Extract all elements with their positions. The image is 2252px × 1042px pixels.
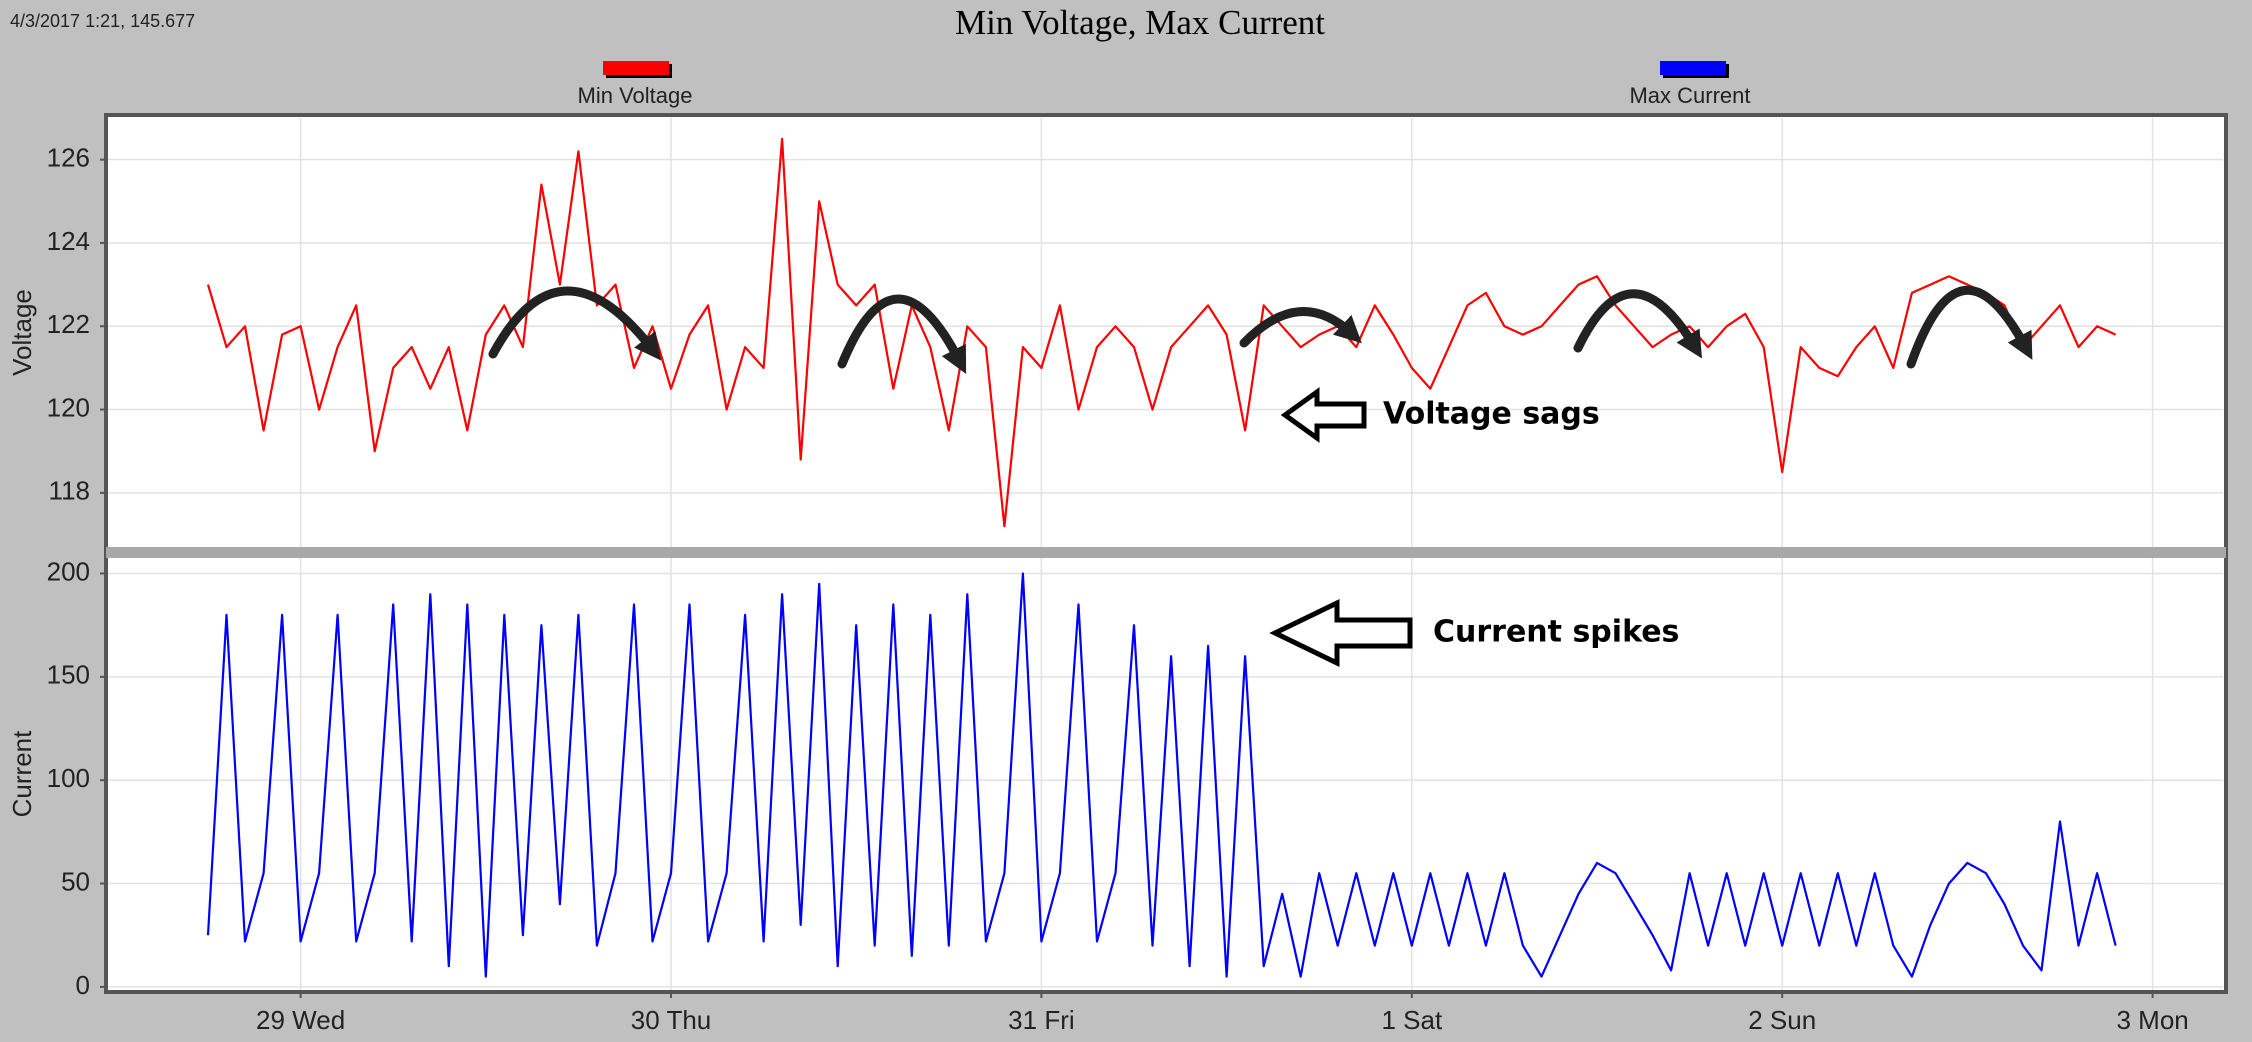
- legend-swatch: [1660, 61, 1726, 75]
- y-tick-label: 100: [47, 763, 90, 793]
- annotation: Current spikes: [1433, 615, 1679, 650]
- annotation: Voltage sags: [1383, 397, 1600, 432]
- y-tick-label: 120: [47, 392, 90, 422]
- x-tick-label: 29 Wed: [256, 1005, 345, 1035]
- series-line: [206, 572, 2117, 978]
- y-tick-label: 150: [47, 660, 90, 690]
- x-tick-label: 31 Fri: [1008, 1005, 1074, 1035]
- x-tick-label: 1 Sat: [1381, 1005, 1442, 1035]
- y-axis-label: Current: [7, 730, 37, 817]
- trend-arrow: [1906, 286, 2033, 369]
- trend-arrow: [837, 294, 967, 375]
- chart-title: Min Voltage, Max Current: [955, 3, 1325, 42]
- timestamp: 4/3/2017 1:21, 145.677: [10, 11, 195, 31]
- panel-separator: [106, 547, 2226, 558]
- y-tick-label: 124: [47, 226, 90, 256]
- trend-arrow: [1573, 289, 1703, 359]
- y-tick-label: 50: [61, 866, 90, 896]
- y-tick-label: 0: [76, 970, 90, 1000]
- y-tick-label: 118: [49, 476, 90, 506]
- y-tick-label: 200: [47, 556, 90, 586]
- x-tick-label: 3 Mon: [2116, 1005, 2188, 1035]
- legend-swatch: [603, 61, 669, 75]
- series-line: [206, 137, 2117, 528]
- y-axis-label: Voltage: [7, 289, 37, 376]
- annotation-arrow: [1280, 387, 1367, 443]
- trend-arrow: [488, 286, 662, 361]
- plot-layer: 118 120 122 124 126 Voltage 0 50 100 150 200 29 Wed…: [7, 118, 2223, 1035]
- y-tick-label: 122: [47, 309, 90, 339]
- annotation-arrow: [1269, 599, 1413, 667]
- trend-arrow: [1239, 307, 1362, 348]
- x-tick-label: 30 Thu: [631, 1005, 711, 1035]
- legend-label: Max Current: [1629, 83, 1750, 108]
- x-tick-label: 2 Sun: [1748, 1005, 1816, 1035]
- legend-label: Min Voltage: [578, 83, 693, 108]
- y-tick-label: 126: [47, 143, 90, 173]
